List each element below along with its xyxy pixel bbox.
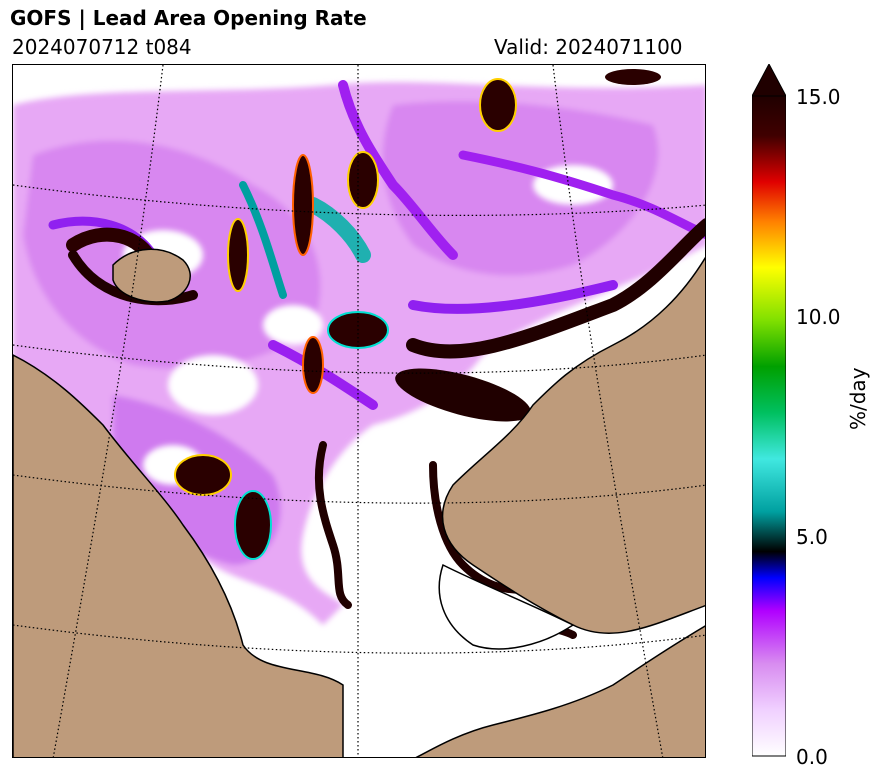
- run-time-label: 2024070712 t084: [12, 35, 192, 59]
- land-east: [441, 256, 705, 635]
- land-island-north-west: [112, 248, 191, 303]
- inner-sea: [438, 563, 575, 650]
- colorbar-gradient: [752, 95, 786, 757]
- colorbar-tick-label-15: 15.0: [796, 85, 841, 109]
- map-title: GOFS | Lead Area Opening Rate: [10, 6, 367, 30]
- valid-time-label: Valid: 2024071100: [494, 35, 683, 59]
- colorbar: [752, 64, 786, 757]
- graticule: [13, 65, 705, 757]
- land-south-east: [415, 625, 705, 757]
- colorbar-tick-label-10: 10.0: [796, 305, 841, 329]
- land-west: [13, 354, 344, 757]
- map-canvas: [13, 65, 705, 757]
- colorbar-tick-label-0: 0.0: [796, 745, 828, 769]
- colorbar-axis-label: %/day: [846, 367, 870, 430]
- colorbar-extend-arrow: [752, 64, 786, 97]
- land-masses: [13, 248, 705, 757]
- map-panel: [12, 64, 706, 758]
- colorbar-tick-label-5: 5.0: [796, 525, 828, 549]
